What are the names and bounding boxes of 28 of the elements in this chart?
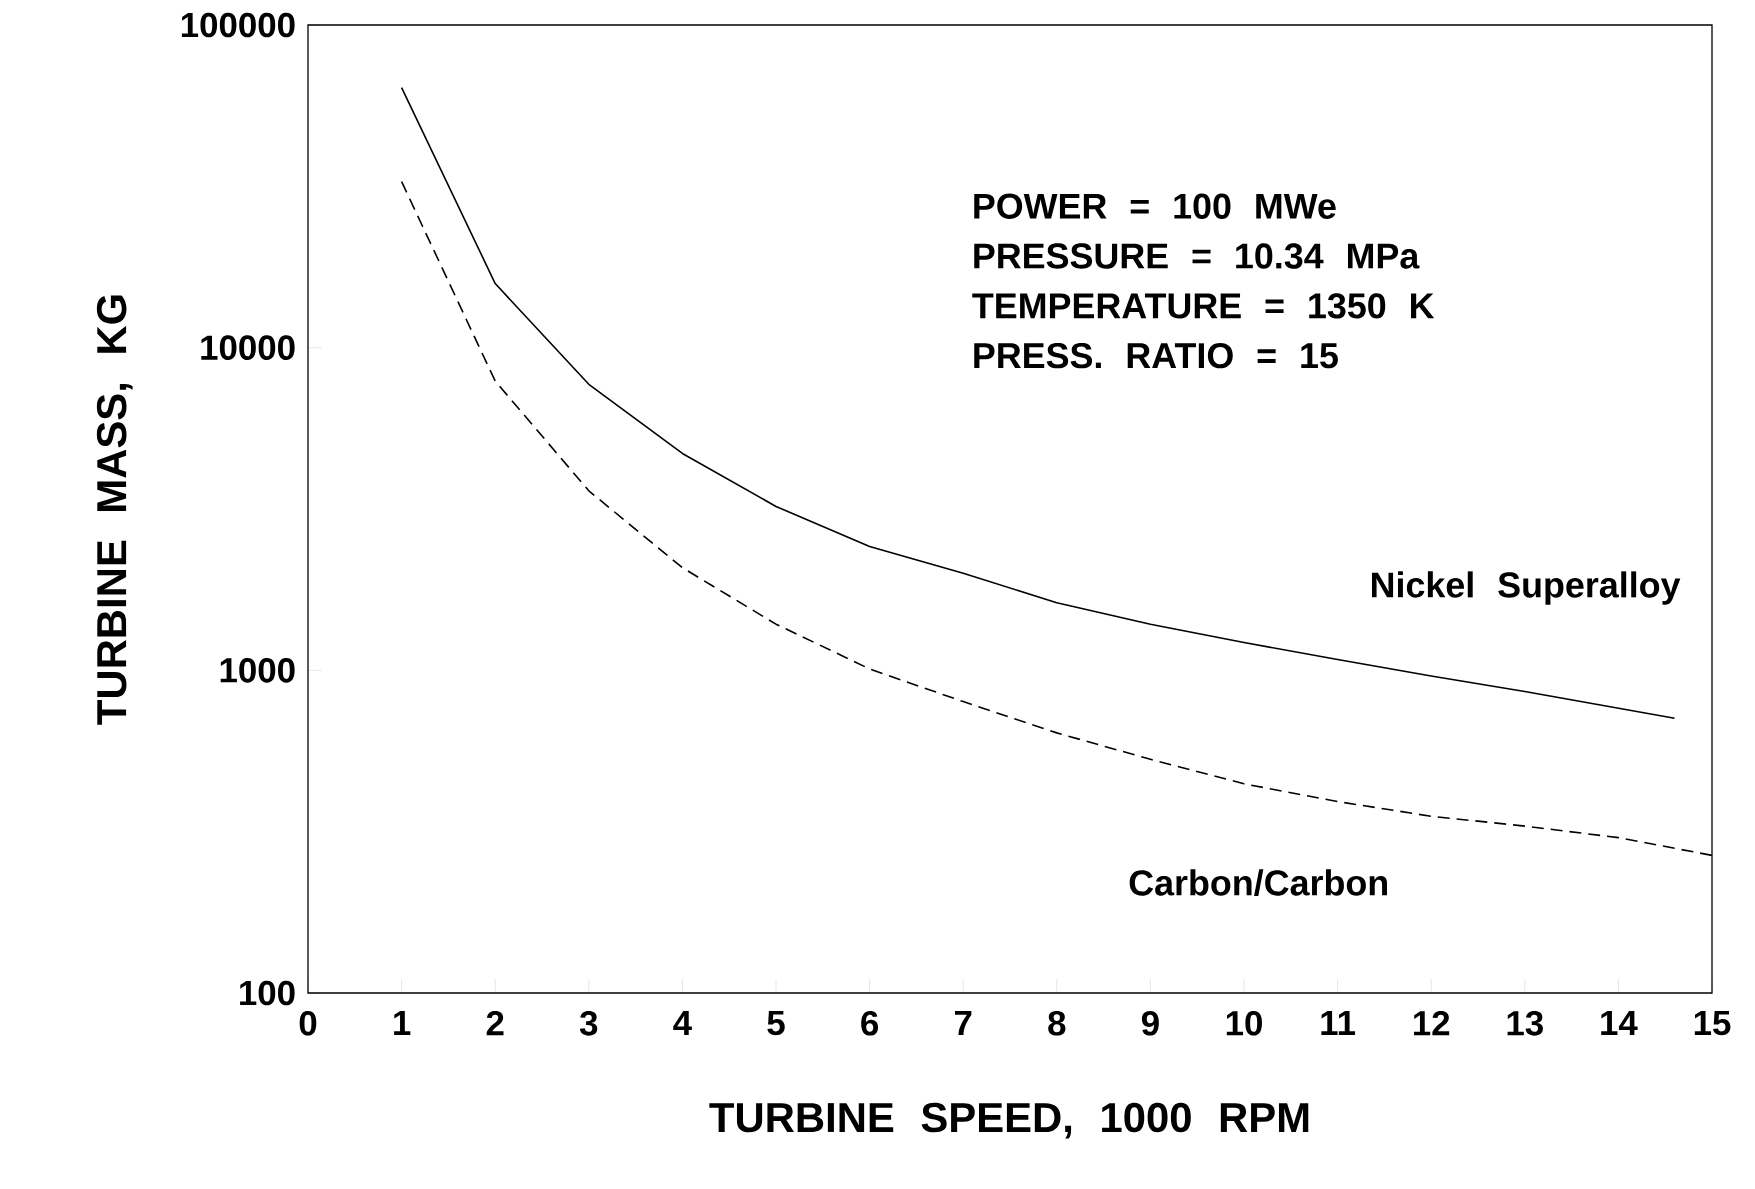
x-tick-label: 11 [1321, 1010, 1356, 1035]
x-axis-title: TURBINE SPEED, 1000 RPM [709, 1102, 1309, 1139]
x-tick-label: 2 [486, 1010, 504, 1036]
series-label: Carbon/Carbon [1129, 869, 1387, 897]
x-tick-label: 13 [1507, 1010, 1543, 1036]
x-tick-label: 6 [861, 1010, 879, 1036]
x-tick-label: 5 [767, 1010, 785, 1036]
annotation: POWER = 100 MWe [974, 193, 1336, 219]
x-tick-label: 4 [673, 1010, 692, 1035]
y-axis-title: TURBINE MASS, KG [96, 295, 133, 725]
x-tick-label: 15 [1694, 1010, 1731, 1036]
x-tick-label: 8 [1048, 1010, 1066, 1036]
x-tick-label: 12 [1414, 1010, 1450, 1036]
x-tick-label: 1 [394, 1010, 411, 1035]
y-tick-label: 10000 [201, 335, 295, 360]
x-tick-label: 7 [955, 1010, 972, 1035]
x-tick-label: 14 [1601, 1010, 1638, 1035]
annotation: PRESSURE = 10.34 MPa [974, 243, 1420, 269]
y-tick-label: 100000 [181, 12, 295, 38]
series-label: Nickel Superalloy [1371, 571, 1681, 605]
x-tick-label: 3 [579, 1010, 598, 1036]
y-tick-label: 100 [240, 980, 295, 1006]
annotation: TEMPERATURE = 1350 K [972, 293, 1435, 319]
x-tick-label: 10 [1226, 1010, 1262, 1036]
annotation: PRESS. RATIO = 15 [974, 342, 1338, 369]
x-tick-label: 0 [299, 1010, 317, 1036]
x-tick-label: 9 [1141, 1010, 1159, 1036]
y-tick-label: 1000 [220, 657, 295, 683]
